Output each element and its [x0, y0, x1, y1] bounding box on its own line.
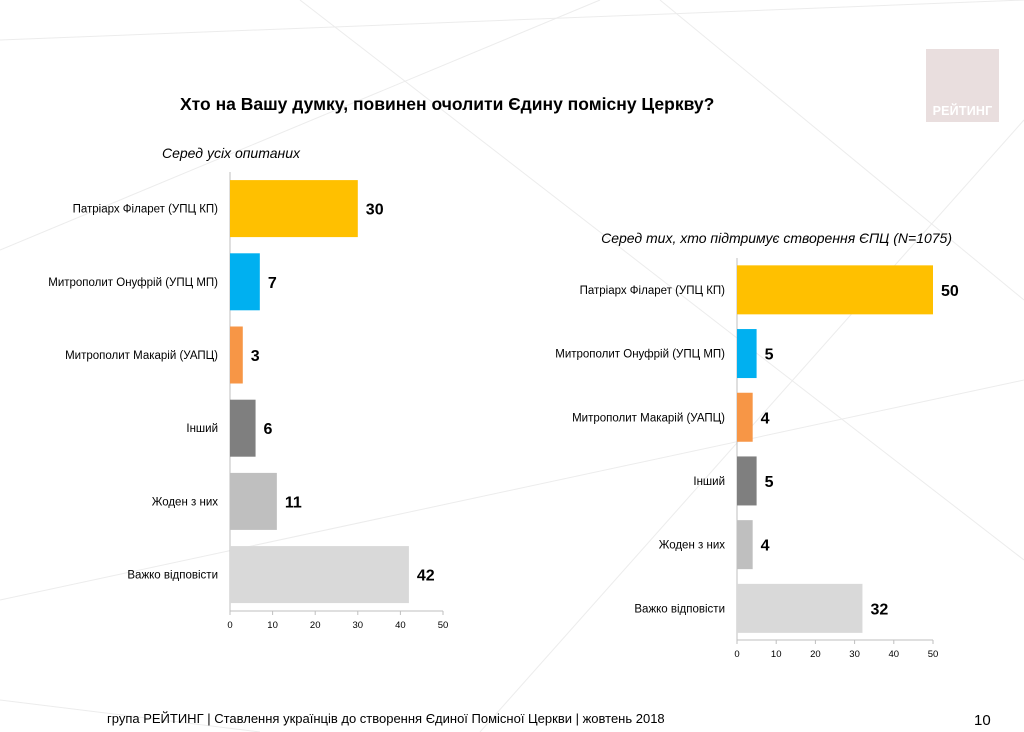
- page-number: 10: [974, 712, 991, 729]
- category-label: Митрополит Онуфрій (УПЦ МП): [555, 349, 725, 361]
- tick-label: 10: [267, 620, 278, 631]
- category-label: Митрополит Макарій (УАПЦ): [65, 350, 218, 362]
- tick-label: 30: [353, 620, 364, 631]
- background-line: [0, 0, 601, 251]
- tick-label: 0: [734, 649, 739, 660]
- bar: [737, 583, 863, 633]
- category-label: Митрополит Макарій (УАПЦ): [572, 412, 725, 424]
- tick-label: 50: [928, 649, 939, 660]
- logo-text: РЕЙТИНГ: [932, 104, 993, 118]
- bar: [737, 456, 757, 506]
- bar: [737, 265, 933, 315]
- tick-label: 50: [438, 620, 449, 631]
- category-label: Важко відповісти: [634, 603, 725, 615]
- bar: [230, 546, 409, 604]
- bar: [230, 180, 358, 238]
- data-label: 5: [765, 347, 774, 364]
- bar: [737, 520, 753, 570]
- category-label: Важко відповісти: [127, 570, 218, 582]
- background-line: [0, 0, 1024, 41]
- data-label: 11: [285, 494, 302, 511]
- data-label: 5: [765, 474, 774, 491]
- background-line: [0, 379, 1024, 601]
- tick-label: 20: [810, 649, 821, 660]
- tick-label: 10: [771, 649, 782, 660]
- data-label: 6: [264, 421, 273, 438]
- data-label: 4: [761, 538, 770, 555]
- tick-label: 40: [395, 620, 406, 631]
- data-label: 30: [366, 202, 384, 219]
- bar: [230, 326, 243, 384]
- category-label: Інший: [693, 476, 725, 488]
- bar: [737, 392, 753, 442]
- footer-text: група РЕЙТИНГ | Ставлення українців до с…: [107, 711, 665, 726]
- data-label: 7: [268, 275, 277, 292]
- chart-left-subtitle: Серед усіх опитаних: [162, 145, 300, 161]
- category-label: Патріарх Філарет (УПЦ КП): [580, 285, 726, 297]
- bar: [230, 253, 260, 311]
- background-line: [659, 0, 1024, 301]
- data-label: 50: [941, 283, 959, 300]
- bar: [737, 329, 757, 379]
- data-label: 32: [870, 601, 888, 618]
- rating-logo: РЕЙТИНГ: [926, 49, 999, 122]
- bar: [230, 472, 277, 530]
- page-title: Хто на Вашу думку, повинен очолити Єдину…: [180, 94, 715, 114]
- category-label: Жоден з них: [659, 540, 726, 552]
- tick-label: 20: [310, 620, 321, 631]
- background-line: [299, 0, 1024, 561]
- tick-label: 40: [889, 649, 900, 660]
- data-label: 42: [417, 568, 435, 585]
- category-label: Митрополит Онуфрій (УПЦ МП): [48, 277, 218, 289]
- category-label: Жоден з них: [152, 496, 219, 508]
- category-label: Патріарх Філарет (УПЦ КП): [73, 204, 219, 216]
- data-label: 3: [251, 348, 260, 365]
- background-line: [0, 699, 261, 732]
- chart-right-subtitle: Серед тих, хто підтримує створення ЄПЦ (…: [601, 230, 952, 246]
- category-label: Інший: [186, 423, 218, 435]
- tick-label: 0: [227, 620, 232, 631]
- tick-label: 30: [849, 649, 860, 660]
- bar: [230, 399, 256, 457]
- data-label: 4: [761, 410, 770, 427]
